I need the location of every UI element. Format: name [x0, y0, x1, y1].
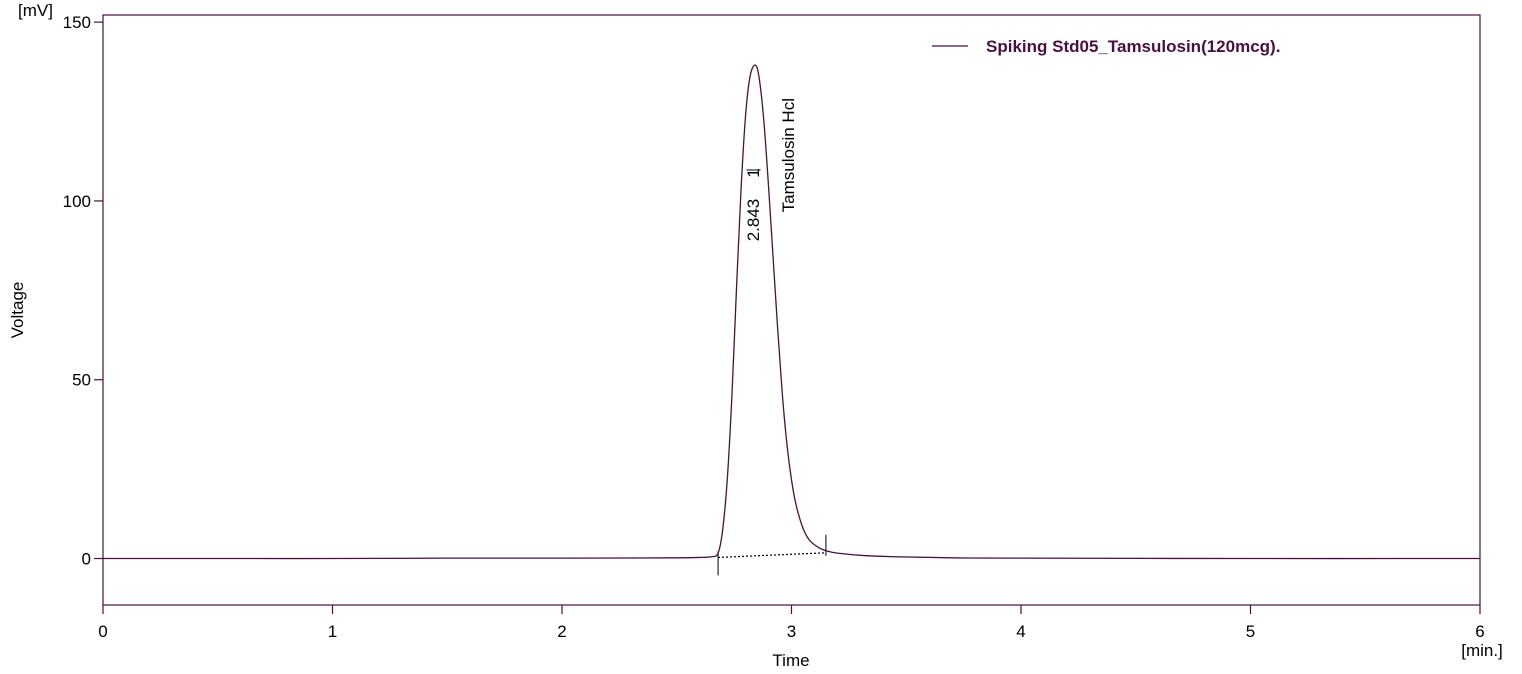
x-tick-label: 2: [557, 622, 566, 641]
peak-baseline: [718, 552, 826, 559]
y-tick-label: 150: [63, 13, 91, 32]
peak-retention-time-label: 2.843: [744, 199, 763, 242]
y-tick-label: 50: [72, 371, 91, 390]
peak-number-label: 1: [744, 168, 763, 177]
y-axis-ticks: 0 50 100 150: [63, 13, 103, 569]
x-axis-title: Time: [772, 651, 809, 670]
peak-annotation: 1 2.843 Tamsulosin Hcl: [744, 98, 798, 241]
x-tick-label: 4: [1016, 622, 1025, 641]
x-axis-unit: [min.]: [1461, 641, 1503, 660]
y-tick-label: 100: [63, 192, 91, 211]
x-axis-ticks: 0 1 2 3 4 5 6: [98, 605, 1485, 641]
y-tick-label: 0: [82, 550, 91, 569]
x-tick-label: 5: [1246, 622, 1255, 641]
peak-name-label: Tamsulosin Hcl: [779, 98, 798, 212]
x-tick-label: 1: [328, 622, 337, 641]
series-line: [102, 64, 1481, 560]
legend-entry: Spiking Std05_Tamsulosin(120mcg).: [986, 37, 1280, 56]
x-tick-label: 6: [1475, 622, 1484, 641]
x-tick-label: 0: [98, 622, 107, 641]
y-axis-unit: [mV]: [18, 1, 53, 20]
x-tick-label: 3: [787, 622, 796, 641]
legend: Spiking Std05_Tamsulosin(120mcg).: [932, 37, 1280, 56]
y-axis-title: Voltage: [8, 282, 27, 339]
